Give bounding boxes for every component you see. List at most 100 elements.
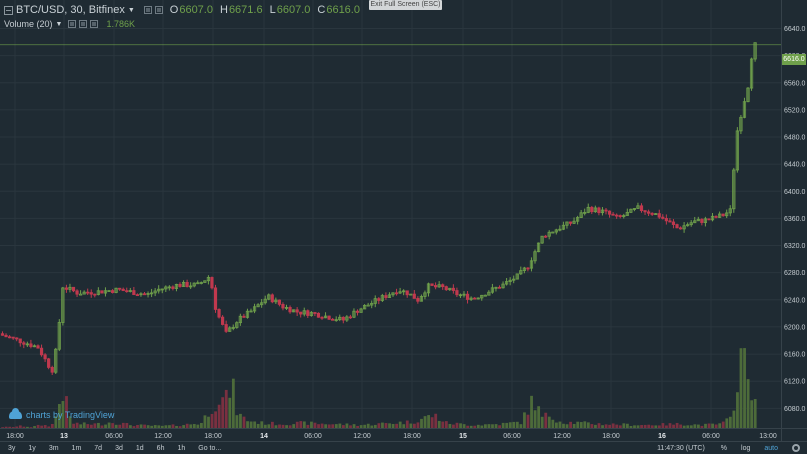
candle-body: [583, 211, 587, 214]
candle-body: [615, 214, 619, 217]
price-tick-label: 6320.0: [784, 243, 806, 250]
volume-bar: [420, 418, 423, 428]
volume-bar: [668, 423, 672, 428]
volume-bar: [185, 423, 189, 428]
candle-body: [497, 286, 502, 289]
volume-bar: [324, 424, 328, 428]
candle-body: [192, 282, 196, 287]
volume-bar: [721, 421, 725, 428]
range-6h-button[interactable]: 6h: [156, 444, 165, 452]
volume-bar: [636, 425, 640, 428]
volume-bar: [661, 423, 665, 428]
volume-bar: [160, 425, 164, 428]
volume-bar: [26, 426, 29, 428]
candle-body: [504, 281, 509, 285]
volume-bar: [313, 422, 317, 428]
range-1m-button[interactable]: 1m: [71, 444, 82, 452]
candle-body: [370, 302, 374, 306]
candle-body: [334, 319, 338, 322]
range-3d-button[interactable]: 3d: [115, 444, 123, 452]
watermark-text[interactable]: charts by TradingView: [26, 410, 115, 420]
utc-clock[interactable]: 11:47:30 (UTC): [657, 444, 705, 452]
volume-bar: [249, 421, 253, 428]
volume-bar: [327, 424, 331, 428]
volume-bar: [36, 424, 40, 428]
volume-bar: [89, 424, 93, 428]
candle-body: [625, 211, 629, 216]
price-tick-label: 6560.0: [784, 80, 806, 87]
range-1h-button[interactable]: 1h: [177, 444, 186, 452]
volume-bar: [583, 421, 587, 428]
volume-bar: [253, 421, 257, 428]
candle-body: [519, 270, 523, 275]
price-tick-label: 6080.0: [784, 406, 806, 413]
time-tick-label: 12:00: [553, 433, 571, 440]
volume-title[interactable]: Volume (20): [4, 19, 53, 29]
last-price-tag: 6616.0: [782, 54, 806, 65]
percent-scale-toggle[interactable]: %: [720, 444, 728, 452]
volume-bar: [633, 425, 636, 428]
candle-body: [696, 218, 700, 222]
candle-body: [366, 304, 370, 307]
candle-body: [291, 309, 296, 313]
collapse-legend-icon[interactable]: [4, 5, 13, 15]
candle-body: [604, 209, 608, 212]
range-3y-button[interactable]: 3y: [8, 444, 16, 452]
volume-bar: [100, 425, 104, 428]
candle-body: [189, 285, 193, 288]
symbol-title[interactable]: BTC/USD, 30, Bitfinex: [16, 4, 125, 16]
range-3m-button[interactable]: 3m: [48, 444, 59, 452]
candle-body: [632, 208, 637, 210]
volume-bar: [139, 424, 143, 428]
volume-bar: [43, 425, 47, 428]
candle-body: [416, 298, 420, 302]
volume-bar: [508, 422, 512, 428]
candle-body: [558, 228, 562, 231]
candle-body: [650, 212, 654, 215]
candle-body: [89, 292, 93, 295]
candle-body: [260, 302, 264, 306]
candle-body: [96, 290, 100, 295]
volume-bar: [107, 422, 111, 428]
volume-bar: [168, 425, 171, 428]
volume-bar: [448, 423, 452, 428]
volume-bar: [622, 423, 626, 428]
volume-bar: [384, 423, 388, 428]
candle-body: [341, 316, 345, 321]
auto-scale-toggle[interactable]: auto: [764, 444, 778, 452]
volume-bar: [565, 424, 569, 428]
exit-fullscreen-button[interactable]: Exit Full Screen (ESC): [369, 0, 442, 10]
goto-date-button[interactable]: Go to...: [198, 444, 222, 452]
hide-series-icon[interactable]: [154, 6, 163, 14]
volume-hide-icon[interactable]: [79, 20, 88, 28]
volume-bar: [79, 424, 83, 428]
range-1y-button[interactable]: 1y: [28, 444, 36, 452]
volume-bar: [61, 401, 65, 428]
range-1d-button[interactable]: 1d: [135, 444, 144, 452]
settings-small-icon[interactable]: [143, 6, 152, 14]
volume-bar: [29, 427, 33, 428]
volume-bar: [228, 397, 232, 428]
time-tick-label: 13:00: [759, 433, 777, 440]
gear-icon[interactable]: [792, 444, 800, 452]
low-value: 6607.0: [276, 4, 311, 16]
candle-body: [423, 292, 427, 297]
volume-bar: [569, 421, 572, 428]
volume-bar: [175, 425, 178, 428]
chevron-down-icon[interactable]: ▼: [127, 6, 135, 14]
volume-bar: [601, 425, 604, 428]
volume-remove-icon[interactable]: [90, 20, 99, 28]
candle-body: [739, 116, 743, 132]
price-chart[interactable]: 6640.06600.06560.06520.06480.06440.06400…: [0, 0, 807, 441]
chevron-down-icon[interactable]: ▼: [55, 20, 63, 28]
range-7d-button[interactable]: 7d: [94, 444, 103, 452]
candle-body: [487, 291, 491, 296]
candle-body: [75, 290, 79, 295]
candle-body: [554, 229, 558, 233]
volume-settings-icon[interactable]: [68, 20, 77, 28]
tradingview-watermark[interactable]: charts by TradingView: [9, 408, 115, 420]
log-scale-toggle[interactable]: log: [741, 444, 751, 452]
volume-bar: [11, 427, 15, 428]
volume-bar: [562, 423, 565, 428]
candle-body: [384, 295, 388, 298]
